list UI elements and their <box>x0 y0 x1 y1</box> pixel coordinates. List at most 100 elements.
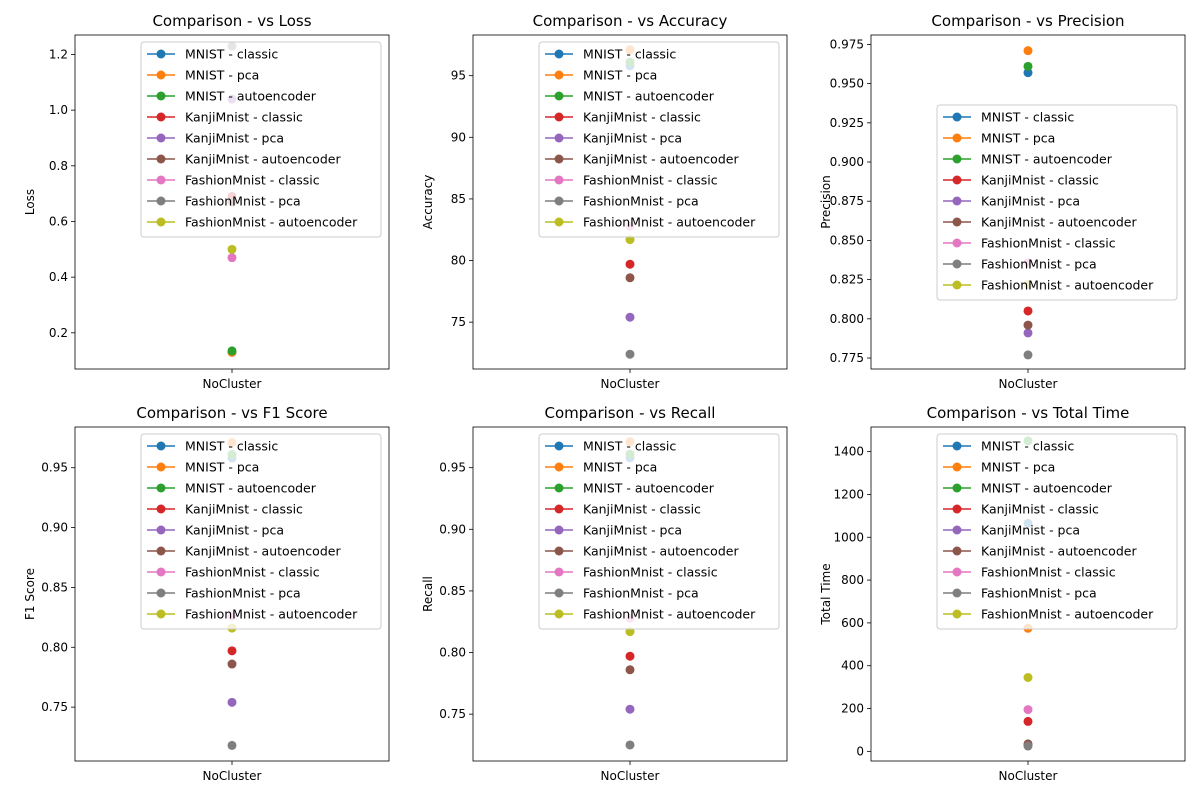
legend-marker <box>156 196 166 206</box>
legend-marker <box>554 217 564 227</box>
legend-item: KanjiMnist - autoencoder <box>943 544 1137 559</box>
legend-marker <box>554 196 564 206</box>
legend-label: KanjiMnist - classic <box>185 502 303 517</box>
data-point-fashionmnist-pca <box>1023 741 1033 751</box>
data-point-kanjimnist-autoencoder <box>625 665 635 675</box>
y-tick-label: 0.90 <box>439 522 466 536</box>
data-point-fashionmnist-pca <box>227 740 237 750</box>
data-point-mnist-classic <box>1023 68 1033 78</box>
data-point-kanjimnist-classic <box>1023 716 1033 726</box>
y-tick-label: 0.90 <box>41 521 68 535</box>
legend-item: KanjiMnist - classic <box>147 502 303 517</box>
legend-item: FashionMnist - pca <box>147 194 301 209</box>
y-tick-label: 0.75 <box>41 700 68 714</box>
legend-marker <box>952 567 962 577</box>
y-tick-label: 1000 <box>833 530 864 544</box>
legend-box <box>936 104 1178 301</box>
legend-item: FashionMnist - autoencoder <box>545 607 756 622</box>
legend-marker <box>554 49 564 59</box>
legend-label: FashionMnist - pca <box>185 586 301 601</box>
legend-item: FashionMnist - classic <box>943 236 1116 251</box>
data-point-kanjimnist-classic <box>1023 306 1033 316</box>
y-axis-label: Total Time <box>819 563 833 625</box>
legend-item: MNIST - autoencoder <box>545 481 715 496</box>
legend-item: MNIST - autoencoder <box>147 481 317 496</box>
legend: MNIST - classic MNIST - pca MNIST - autoen… <box>936 104 1178 301</box>
legend-marker <box>952 462 962 472</box>
legend-label: KanjiMnist - classic <box>583 110 701 125</box>
subplot-4: Comparison - vs F1 Score F1 Score 0.75 0.80… <box>23 404 390 783</box>
legend-label: FashionMnist - autoencoder <box>981 278 1154 293</box>
legend-marker <box>952 238 962 248</box>
legend-marker <box>156 567 166 577</box>
legend-item: FashionMnist - autoencoder <box>943 278 1154 293</box>
legend-marker <box>952 483 962 493</box>
y-tick-label: 0.850 <box>830 233 864 247</box>
y-tick-label: 0.925 <box>830 116 864 130</box>
legend-item: KanjiMnist - autoencoder <box>545 152 739 167</box>
data-point-mnist-autoencoder <box>227 346 237 356</box>
legend-item: KanjiMnist - pca <box>545 131 682 146</box>
legend-label: FashionMnist - pca <box>583 194 699 209</box>
legend-item: MNIST - pca <box>943 131 1055 146</box>
legend-label: KanjiMnist - pca <box>583 523 682 538</box>
legend-item: MNIST - pca <box>545 68 657 83</box>
legend-label: FashionMnist - pca <box>981 257 1097 272</box>
legend-label: MNIST - classic <box>185 439 278 454</box>
y-tick-label: 0.4 <box>49 270 68 284</box>
data-point-fashionmnist-autoencoder <box>1023 673 1033 682</box>
legend-label: MNIST - autoencoder <box>185 89 317 104</box>
chart-title: Comparison - vs Precision <box>931 12 1124 30</box>
legend-label: KanjiMnist - pca <box>185 131 284 146</box>
legend-marker <box>156 588 166 598</box>
legend-label: KanjiMnist - classic <box>583 502 701 517</box>
legend-item: MNIST - pca <box>943 460 1055 475</box>
y-axis-label: Precision <box>819 175 833 229</box>
legend-item: MNIST - classic <box>545 47 676 62</box>
legend-label: KanjiMnist - autoencoder <box>583 152 739 167</box>
legend-marker <box>952 133 962 143</box>
legend: MNIST - classic MNIST - pca MNIST - autoen… <box>936 433 1178 630</box>
legend-item: FashionMnist - autoencoder <box>943 607 1154 622</box>
legend-marker <box>156 175 166 185</box>
x-tick-label: NoCluster <box>203 377 262 391</box>
legend-item: KanjiMnist - classic <box>545 110 701 125</box>
data-point-kanjimnist-classic <box>227 646 237 656</box>
legend-item: KanjiMnist - classic <box>943 173 1099 188</box>
chart-title: Comparison - vs Loss <box>152 12 311 30</box>
legend-box <box>140 433 382 630</box>
x-tick-label: NoCluster <box>601 769 660 783</box>
y-tick-label: 0.825 <box>830 273 864 287</box>
subplot-3: Comparison - vs Precision Precision 0.775 0… <box>819 12 1186 391</box>
data-point-kanjimnist-pca <box>625 312 635 322</box>
legend-item: FashionMnist - classic <box>147 173 320 188</box>
data-point-fashionmnist-classic <box>1023 705 1033 715</box>
legend-label: FashionMnist - classic <box>583 565 718 580</box>
legend-marker <box>952 441 962 451</box>
legend-marker <box>952 154 962 164</box>
data-point-kanjimnist-pca <box>227 697 237 707</box>
y-tick-label: 0.80 <box>41 640 68 654</box>
y-tick-label: 0.2 <box>49 326 68 340</box>
legend-label: FashionMnist - classic <box>185 565 320 580</box>
y-tick-label: 200 <box>841 702 864 716</box>
legend-label: FashionMnist - autoencoder <box>185 607 358 622</box>
legend-item: KanjiMnist - autoencoder <box>943 215 1137 230</box>
legend-item: FashionMnist - pca <box>147 586 301 601</box>
legend-item: MNIST - pca <box>147 68 259 83</box>
legend-marker <box>952 259 962 269</box>
legend-label: MNIST - autoencoder <box>583 89 715 104</box>
legend-marker <box>554 91 564 101</box>
legend-label: MNIST - classic <box>981 439 1074 454</box>
legend-item: KanjiMnist - pca <box>943 194 1080 209</box>
legend-item: KanjiMnist - pca <box>147 523 284 538</box>
legend-marker <box>952 609 962 619</box>
data-point-fashionmnist-classic <box>227 253 237 263</box>
y-tick-label: 75 <box>451 315 466 329</box>
x-tick-label: NoCluster <box>203 769 262 783</box>
legend-item: MNIST - autoencoder <box>943 152 1113 167</box>
legend-item: MNIST - classic <box>943 439 1074 454</box>
legend-marker <box>156 609 166 619</box>
legend-label: KanjiMnist - classic <box>185 110 303 125</box>
legend-label: KanjiMnist - autoencoder <box>583 544 739 559</box>
